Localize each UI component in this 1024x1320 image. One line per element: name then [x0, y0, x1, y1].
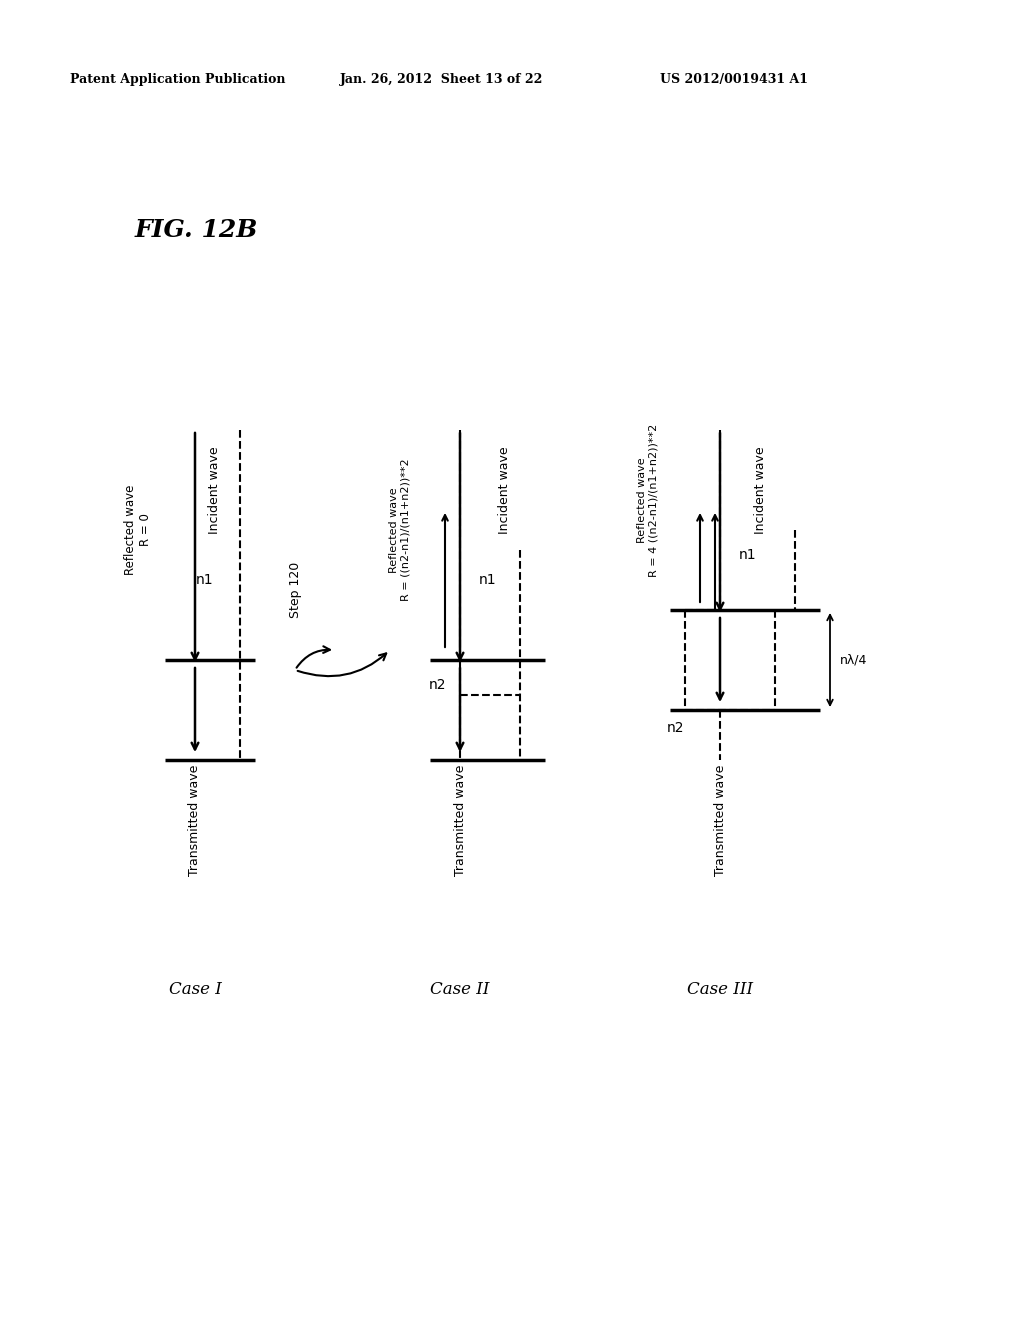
Text: Case III: Case III	[687, 982, 753, 998]
Text: US 2012/0019431 A1: US 2012/0019431 A1	[660, 74, 808, 87]
Text: n1: n1	[479, 573, 497, 587]
Text: Incident wave: Incident wave	[754, 446, 767, 533]
Text: Reflected wave
R = ((n2-n1)/(n1+n2))**2: Reflected wave R = ((n2-n1)/(n1+n2))**2	[389, 458, 411, 602]
Text: Transmitted wave: Transmitted wave	[188, 764, 202, 875]
Text: Transmitted wave: Transmitted wave	[454, 764, 467, 875]
Text: Patent Application Publication: Patent Application Publication	[70, 74, 286, 87]
Text: Incident wave: Incident wave	[209, 446, 221, 533]
Text: Case I: Case I	[169, 982, 221, 998]
Text: Incident wave: Incident wave	[499, 446, 512, 533]
Text: n1: n1	[197, 573, 214, 587]
Text: nλ/4: nλ/4	[840, 653, 867, 667]
Text: Case II: Case II	[430, 982, 489, 998]
Text: Transmitted wave: Transmitted wave	[714, 764, 726, 875]
Text: Jan. 26, 2012  Sheet 13 of 22: Jan. 26, 2012 Sheet 13 of 22	[340, 74, 544, 87]
Text: n1: n1	[739, 548, 757, 562]
Text: FIG. 12B: FIG. 12B	[135, 218, 258, 242]
Text: Step 120: Step 120	[289, 562, 301, 618]
Text: n2: n2	[668, 721, 685, 735]
Text: n2: n2	[428, 678, 445, 692]
Text: Reflected wave
R = 4 ((n2-n1)/(n1+n2))**2: Reflected wave R = 4 ((n2-n1)/(n1+n2))**…	[637, 424, 658, 577]
Text: Reflected wave
R = 0: Reflected wave R = 0	[124, 484, 152, 576]
